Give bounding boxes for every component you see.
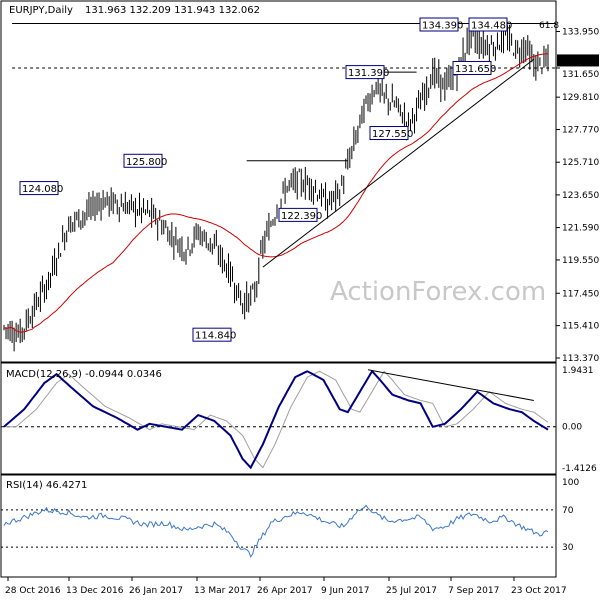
chart-symbol: EURJPY,Daily bbox=[9, 5, 73, 16]
price-label-text: 114.840 bbox=[195, 331, 236, 342]
price-label-box bbox=[468, 17, 508, 32]
price-label-text: 122.390 bbox=[281, 211, 322, 222]
x-tick-label: 13 Mar 2017 bbox=[194, 586, 251, 596]
rsi-y-tick-label: 30 bbox=[562, 543, 574, 553]
price-y-tick-label: 129.810 bbox=[562, 93, 599, 103]
price-label-text: 124.080 bbox=[22, 184, 63, 195]
rsi-y-tick-label: 70 bbox=[562, 506, 574, 516]
rsi-layer bbox=[1, 504, 556, 558]
price-y-tick-label: 115.410 bbox=[562, 322, 599, 332]
price-y-tick-label: 123.650 bbox=[562, 191, 599, 201]
support-price-label: 131.650 bbox=[562, 70, 599, 80]
x-tick-label: 26 Jan 2017 bbox=[129, 586, 183, 596]
rising-trendline bbox=[262, 58, 535, 268]
macd-y-tick-label: 0.00 bbox=[562, 423, 582, 433]
price-label-box bbox=[419, 17, 459, 32]
rsi-line bbox=[3, 504, 549, 558]
price-y-tick-label: 119.550 bbox=[562, 256, 599, 266]
watermark-text: ActionForex.com bbox=[330, 277, 546, 307]
current-price-box bbox=[557, 54, 599, 67]
price-labels-layer: 124.080 125.800 122.390 114.840 131.390 127.5… bbox=[19, 17, 559, 342]
macd-title: MACD(12,26,9) -0.0944 0.0346 bbox=[6, 369, 162, 380]
macd-y-tick-label: 1.9431 bbox=[562, 366, 594, 376]
x-tick-label: 25 Jul 2017 bbox=[386, 586, 437, 596]
price-bars-layer bbox=[3, 19, 549, 352]
price-label-text: 134.390 bbox=[422, 21, 463, 32]
rsi-title: RSI(14) 46.4271 bbox=[6, 480, 87, 491]
price-label-text: 131.390 bbox=[348, 68, 389, 79]
x-tick-label: 28 Oct 2016 bbox=[5, 586, 61, 596]
price-label-text: 125.800 bbox=[126, 157, 167, 168]
price-label-box bbox=[278, 207, 318, 222]
macd-signal-line bbox=[4, 370, 549, 469]
fib-label: 61.8 bbox=[539, 21, 559, 31]
axes-layer: 133.950 129.810 127.770 125.710 123.650 121.5… bbox=[5, 27, 599, 596]
current-price-label: 132.062 bbox=[561, 56, 598, 66]
price-y-tick-label: 117.450 bbox=[562, 289, 599, 299]
price-y-tick-label: 127.770 bbox=[562, 126, 599, 136]
price-panel-frame bbox=[0, 0, 557, 363]
price-label-text: 131.650 bbox=[455, 64, 496, 75]
price-label-box bbox=[345, 65, 385, 80]
x-tick-label: 7 Sep 2017 bbox=[448, 586, 499, 596]
price-label-text: 134.480 bbox=[471, 21, 512, 32]
x-tick-label: 9 Jun 2017 bbox=[321, 586, 369, 596]
price-label-box bbox=[192, 327, 232, 342]
macd-divergence-line bbox=[367, 369, 534, 401]
x-tick-label: 23 Oct 2017 bbox=[511, 586, 567, 596]
price-label-box bbox=[369, 126, 409, 141]
price-label-box bbox=[452, 60, 492, 75]
rsi-y-tick-label: 100 bbox=[562, 478, 579, 488]
chart-ohlc: 131.963 132.209 131.943 132.062 bbox=[85, 5, 260, 16]
macd-layer bbox=[1, 369, 556, 470]
macd-panel-frame bbox=[0, 362, 557, 475]
price-label-text: 127.550 bbox=[372, 129, 413, 140]
rsi-panel-frame bbox=[0, 474, 557, 578]
price-y-tick-label: 125.710 bbox=[562, 158, 599, 168]
macd-y-tick-label: -1.4126 bbox=[562, 464, 597, 474]
x-tick-label: 13 Dec 2016 bbox=[66, 586, 124, 596]
price-label-box bbox=[123, 153, 163, 168]
price-y-tick-label: 121.590 bbox=[562, 224, 599, 234]
x-tick-label: 26 Apr 2017 bbox=[257, 586, 313, 596]
price-y-tick-label: 113.370 bbox=[562, 354, 599, 364]
price-y-tick-label: 133.950 bbox=[562, 27, 599, 37]
macd-line bbox=[3, 369, 549, 470]
price-label-box bbox=[19, 181, 59, 196]
